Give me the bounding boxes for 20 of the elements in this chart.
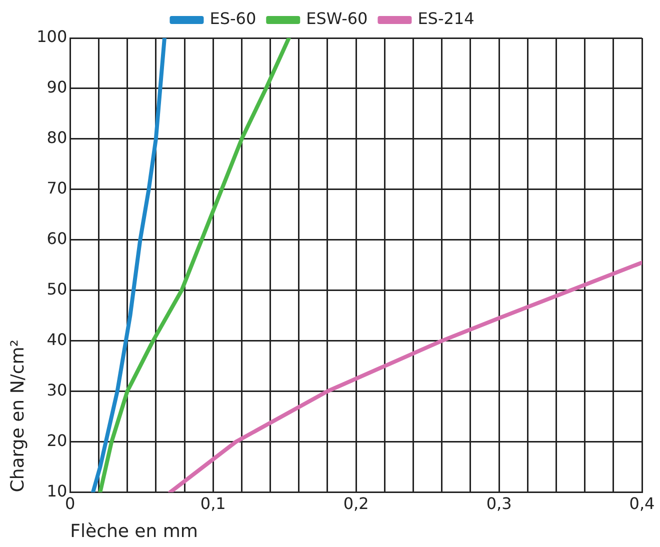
y-tick-label: 20 (46, 430, 68, 450)
x-tick-label: 0 (65, 494, 76, 513)
x-axis-title: Flèche en mm (70, 520, 198, 542)
y-tick-label: 100 (36, 27, 68, 46)
x-tick-label: 0,2 (343, 494, 369, 513)
y-tick-label: 80 (46, 128, 68, 148)
y-tick-label: 70 (46, 178, 68, 198)
y-tick-label: 40 (46, 330, 68, 349)
y-tick-label: 30 (46, 380, 68, 400)
x-tick-label: 0,4 (629, 494, 655, 513)
x-tick-label: 0,1 (200, 494, 226, 513)
y-tick-label: 60 (46, 229, 68, 248)
y-tick-label: 10 (46, 481, 68, 500)
x-tick-label: 0,3 (486, 494, 512, 513)
legend-label: ES-60 (210, 9, 256, 28)
legend-label: ESW-60 (306, 9, 368, 28)
y-axis-title: Charge en N/cm² (7, 339, 28, 492)
y-tick-label: 90 (46, 78, 68, 97)
y-tick-label: 50 (46, 279, 68, 298)
legend-label: ES-214 (418, 9, 474, 28)
